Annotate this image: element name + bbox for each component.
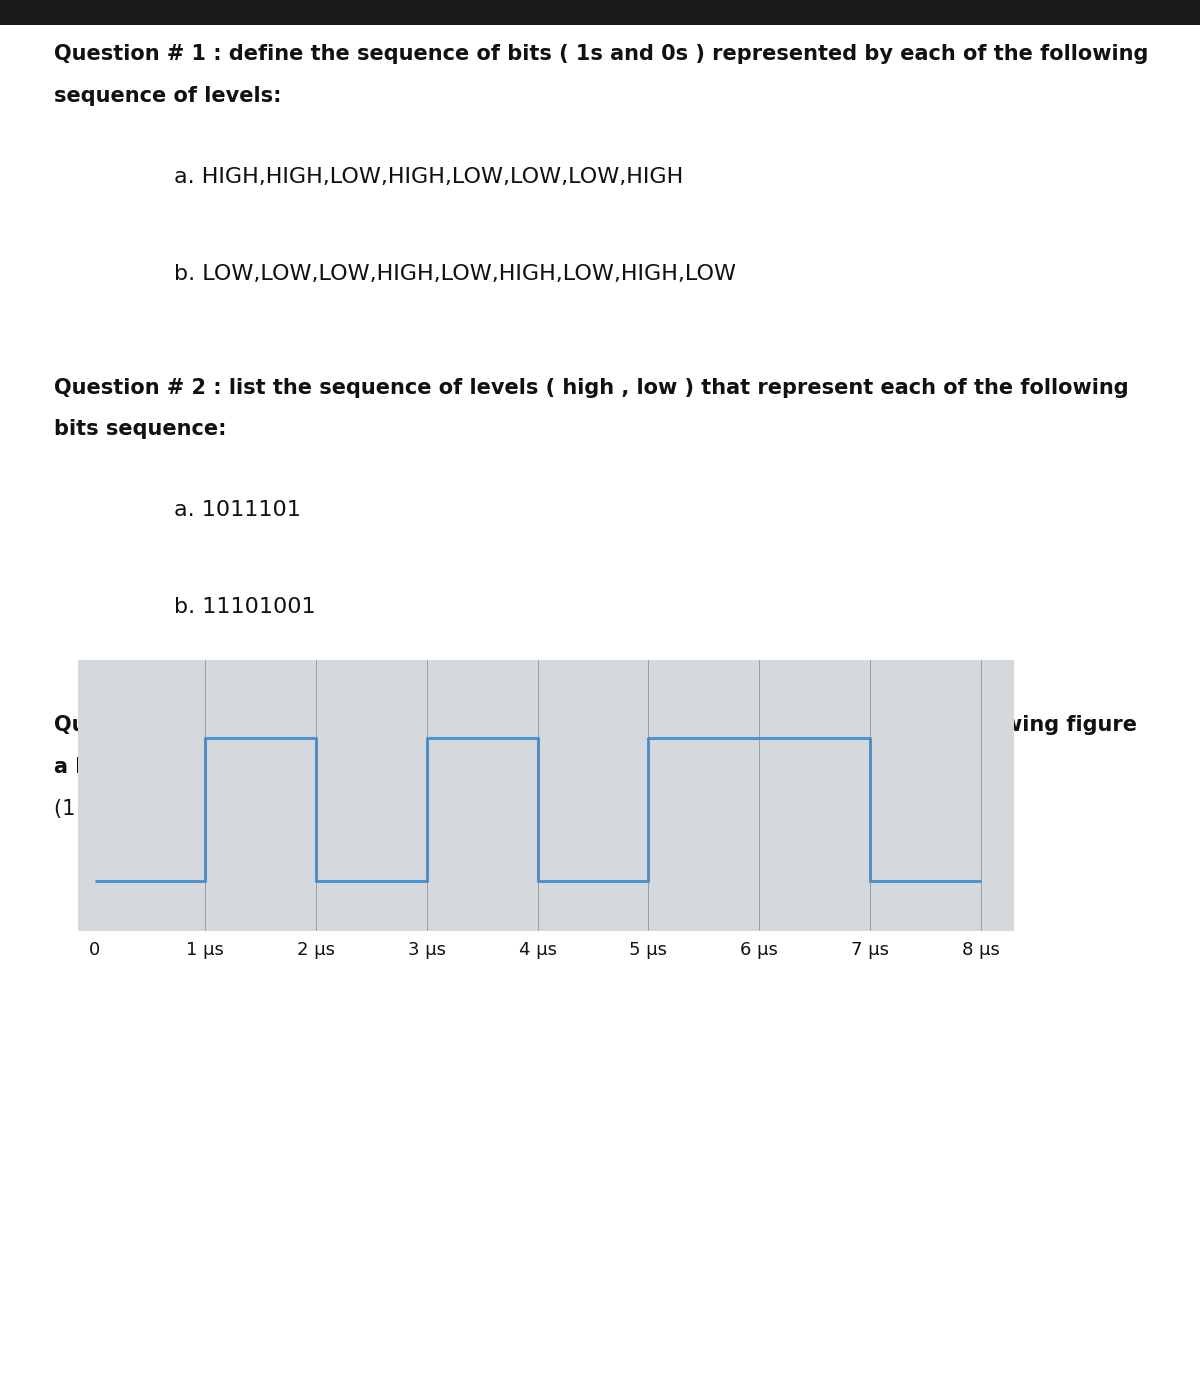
- Text: Question # 1 : define the sequence of bits ( 1s and 0s ) represented by each of : Question # 1 : define the sequence of bi…: [54, 44, 1148, 64]
- Text: a. 1011101: a. 1011101: [174, 500, 301, 519]
- Text: Question # 2 : list the sequence of levels ( high , low ) that represent each of: Question # 2 : list the sequence of leve…: [54, 378, 1129, 397]
- Text: a bit time is 1ms this case?: a bit time is 1ms this case?: [54, 757, 374, 776]
- Text: Question # 3 : determine the bit sequence represented by waveform in the followi: Question # 3 : determine the bit sequenc…: [54, 715, 1138, 735]
- Text: sequence of levels:: sequence of levels:: [54, 86, 282, 106]
- Text: b. LOW,LOW,LOW,HIGH,LOW,HIGH,LOW,HIGH,LOW: b. LOW,LOW,LOW,HIGH,LOW,HIGH,LOW,HIGH,LO…: [174, 264, 736, 283]
- Bar: [0, 0, 1200, 25]
- Text: b. 11101001: b. 11101001: [174, 597, 316, 617]
- Text: bits sequence:: bits sequence:: [54, 419, 227, 439]
- Text: a. HIGH,HIGH,LOW,HIGH,LOW,LOW,LOW,HIGH: a. HIGH,HIGH,LOW,HIGH,LOW,LOW,LOW,HIGH: [174, 167, 683, 186]
- Text: (1 points): (1 points): [54, 799, 154, 818]
